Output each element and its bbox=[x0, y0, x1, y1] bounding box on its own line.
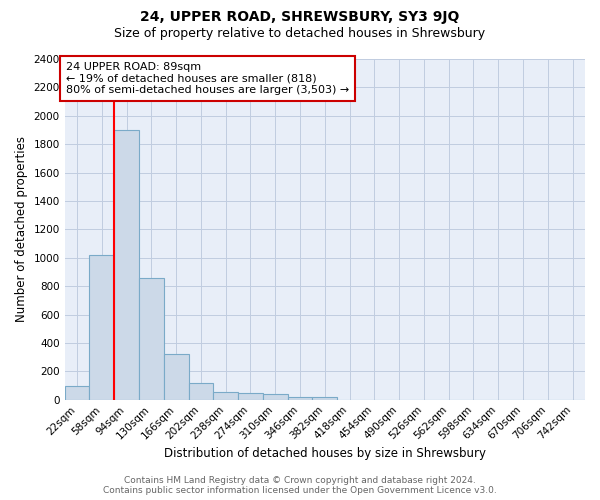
Bar bbox=[313, 396, 337, 400]
Bar bbox=[65, 386, 89, 400]
Bar bbox=[114, 130, 139, 400]
Text: Contains HM Land Registry data © Crown copyright and database right 2024.
Contai: Contains HM Land Registry data © Crown c… bbox=[103, 476, 497, 495]
Bar bbox=[139, 278, 164, 400]
Bar bbox=[263, 394, 287, 400]
Text: 24 UPPER ROAD: 89sqm
← 19% of detached houses are smaller (818)
80% of semi-deta: 24 UPPER ROAD: 89sqm ← 19% of detached h… bbox=[66, 62, 349, 95]
X-axis label: Distribution of detached houses by size in Shrewsbury: Distribution of detached houses by size … bbox=[164, 447, 486, 460]
Bar bbox=[164, 354, 188, 400]
Text: Size of property relative to detached houses in Shrewsbury: Size of property relative to detached ho… bbox=[115, 28, 485, 40]
Bar bbox=[89, 255, 114, 400]
Y-axis label: Number of detached properties: Number of detached properties bbox=[15, 136, 28, 322]
Text: 24, UPPER ROAD, SHREWSBURY, SY3 9JQ: 24, UPPER ROAD, SHREWSBURY, SY3 9JQ bbox=[140, 10, 460, 24]
Bar bbox=[287, 396, 313, 400]
Bar bbox=[188, 382, 214, 400]
Bar bbox=[214, 392, 238, 400]
Bar bbox=[238, 392, 263, 400]
